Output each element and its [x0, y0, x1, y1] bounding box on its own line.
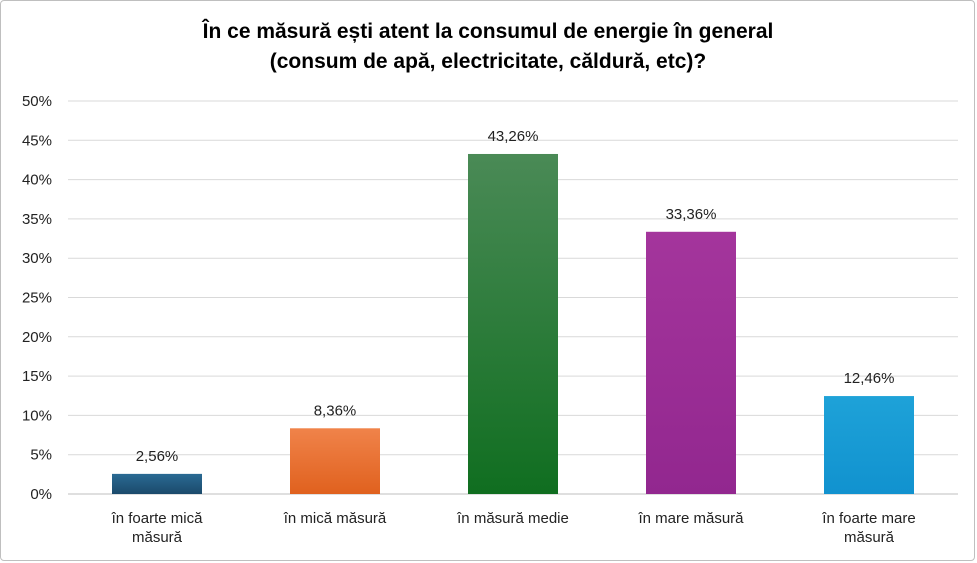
y-tick-label: 25% — [22, 290, 52, 307]
category-labels: în foarte mică măsură în mică măsură în măs… — [111, 510, 916, 546]
y-tick-label: 50% — [22, 93, 52, 110]
category-label: în foarte mică — [111, 510, 204, 527]
data-labels: 2,56% 8,36% 43,26% 33,36% 12,46% — [136, 128, 895, 465]
y-tick-label: 20% — [22, 329, 52, 346]
category-label: în foarte mare — [821, 510, 915, 527]
chart-title-line-2: (consum de apă, electricitate, căldură, … — [270, 50, 706, 73]
y-tick-label: 45% — [22, 132, 52, 149]
bar — [112, 473, 202, 494]
data-label: 2,56% — [136, 448, 179, 465]
bar — [290, 428, 380, 494]
category-label: în măsură medie — [456, 510, 569, 527]
y-tick-label: 5% — [30, 447, 52, 464]
bar — [646, 231, 736, 494]
bar — [824, 396, 914, 494]
data-label: 12,46% — [844, 370, 895, 387]
category-label: măsură — [844, 529, 895, 546]
y-axis-ticks: 0% 5% 10% 15% 20% 25% 30% 35% 40% 45% 50% — [22, 93, 52, 503]
data-label: 33,36% — [666, 206, 717, 223]
y-tick-label: 0% — [30, 486, 52, 503]
y-tick-label: 15% — [22, 368, 52, 385]
bar — [468, 153, 558, 495]
y-tick-label: 30% — [22, 250, 52, 267]
category-label: în mare măsură — [637, 510, 744, 527]
category-label: în mică măsură — [283, 510, 387, 527]
y-tick-label: 10% — [22, 407, 52, 424]
data-label: 8,36% — [314, 402, 357, 419]
bars — [112, 153, 914, 495]
chart-title-line-1: În ce măsură ești atent la consumul de e… — [202, 19, 774, 43]
category-label: măsură — [132, 529, 183, 546]
y-tick-label: 35% — [22, 211, 52, 228]
data-label: 43,26% — [488, 128, 539, 145]
y-tick-label: 40% — [22, 172, 52, 189]
